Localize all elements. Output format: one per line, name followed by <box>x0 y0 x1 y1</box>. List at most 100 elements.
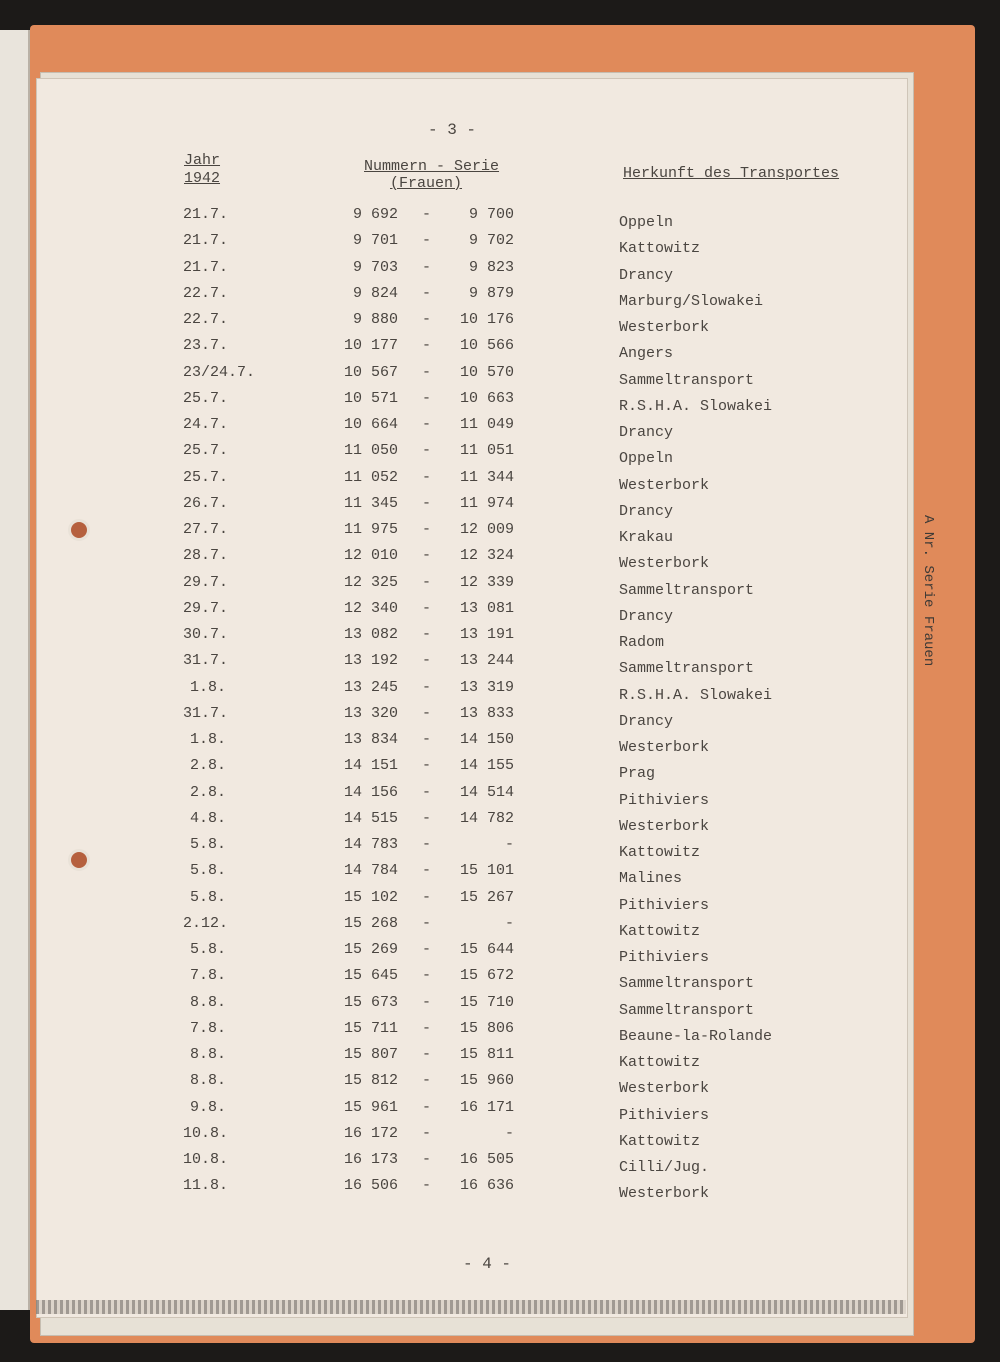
origin-cell: Westerbork <box>619 476 710 494</box>
date-cell: 24.7. <box>183 416 229 433</box>
table-row: 5.8. 15 269 - 15 644 Pithiviers <box>0 941 900 966</box>
range-dash: - <box>422 757 432 775</box>
table-row: 21.7. 9 692 - 9 700 Oppeln <box>0 206 900 231</box>
date-cell: 5.8. <box>190 836 227 853</box>
series-start-cell: 11 345 <box>343 494 398 512</box>
range-dash: - <box>422 941 432 958</box>
date-cell: 25.7. <box>183 468 229 486</box>
table-row: 8.8. 15 807 - 15 811 Kattowitz <box>0 1046 900 1071</box>
series-end-cell: 11 974 <box>459 494 514 512</box>
series-end-cell: 16 171 <box>459 1098 514 1116</box>
date-cell: 5.8. <box>190 888 227 906</box>
table-row: 25.7. 11 050 - 11 051 Oppeln <box>0 442 900 467</box>
series-start-cell: 16 172 <box>343 1124 398 1142</box>
page-bottom-edge <box>36 1300 906 1314</box>
range-dash: - <box>422 1072 432 1090</box>
date-cell: 26.7. <box>183 494 229 512</box>
date-cell: 8.8. <box>190 993 227 1011</box>
origin-cell: Westerbork <box>619 1080 710 1098</box>
date-cell: 8.8. <box>190 1046 227 1063</box>
range-dash: - <box>422 206 432 223</box>
date-cell: 23.7. <box>183 337 229 355</box>
range-dash: - <box>422 626 432 643</box>
date-cell: 31.7. <box>183 652 229 670</box>
origin-cell: Pithiviers <box>619 896 710 914</box>
table-row: 1.8. 13 834 - 14 150 Westerbork <box>0 731 900 756</box>
table-row: 10.8. 16 173 - 16 505 Cilli/Jug. <box>0 1151 900 1176</box>
range-dash: - <box>422 232 432 250</box>
series-start-cell: 14 784 <box>343 862 398 880</box>
series-end-cell: 15 267 <box>459 888 514 906</box>
date-cell: 7.8. <box>190 1019 227 1037</box>
range-dash: - <box>422 337 432 355</box>
year-value: 1942 <box>184 170 221 187</box>
origin-cell: Oppeln <box>619 214 674 231</box>
punch-hole <box>68 519 90 541</box>
range-dash: - <box>422 731 432 748</box>
date-cell: 5.8. <box>190 941 227 958</box>
series-start-cell: 9 701 <box>352 232 398 250</box>
series-end-cell: 9 700 <box>468 206 514 223</box>
origin-cell: R.S.H.A. Slowakei <box>619 397 773 415</box>
date-cell: 8.8. <box>190 1072 227 1090</box>
series-end-cell: 15 806 <box>459 1019 514 1037</box>
series-start-cell: 9 824 <box>352 284 398 302</box>
date-cell: 4.8. <box>190 809 227 827</box>
origin-cell: Westerbork <box>619 1185 710 1203</box>
range-dash: - <box>422 914 432 932</box>
date-cell: 10.8. <box>183 1124 229 1142</box>
table-row: 11.8. 16 506 - 16 636 Westerbork <box>0 1177 900 1203</box>
date-cell: 10.8. <box>183 1151 229 1168</box>
series-start-cell: 10 571 <box>343 389 398 407</box>
table-row: 9.8. 15 961 - 16 171 Pithiviers <box>0 1098 900 1124</box>
series-start-cell: 14 151 <box>343 757 398 775</box>
punch-hole <box>68 849 90 871</box>
series-start-cell: 11 052 <box>343 468 398 486</box>
series-end-cell: 9 823 <box>468 258 514 276</box>
table-row: 29.7. 12 340 - 13 081 Drancy <box>0 599 900 625</box>
table-row: 5.8. 14 783 - - Kattowitz <box>0 836 900 861</box>
range-dash: - <box>422 783 432 801</box>
series-start-cell: 14 783 <box>343 836 398 853</box>
table-row: 7.8. 15 711 - 15 806 Beaune-la-Rolande <box>0 1019 900 1045</box>
document-page <box>36 78 908 1318</box>
range-dash: - <box>422 1046 432 1063</box>
series-start-cell: 13 834 <box>343 731 398 748</box>
origin-cell: Sammeltransport <box>619 371 755 389</box>
series-start-cell: 16 173 <box>343 1151 398 1168</box>
series-end-cell: 15 101 <box>459 862 514 880</box>
date-cell: 28.7. <box>183 547 229 565</box>
date-cell: 9.8. <box>190 1098 227 1116</box>
origin-cell: Pithiviers <box>619 1106 710 1124</box>
table-row: 22.7. 9 880 - 10 176 Westerbork <box>0 311 900 336</box>
series-start-cell: 13 320 <box>343 704 398 722</box>
range-dash: - <box>422 862 432 880</box>
origin-cell: Westerbork <box>619 555 710 573</box>
origin-cell: Drancy <box>619 502 674 520</box>
origin-cell: Kattowitz <box>619 240 701 258</box>
series-start-cell: 13 245 <box>343 678 398 696</box>
range-dash: - <box>422 836 432 853</box>
series-end-cell: 9 879 <box>468 284 514 302</box>
range-dash: - <box>422 363 432 381</box>
table-row: 2.8. 14 151 - 14 155 Prag <box>0 757 900 782</box>
series-start-cell: 15 645 <box>343 967 398 985</box>
table-row: 21.7. 9 703 - 9 823 Drancy <box>0 258 900 284</box>
origin-cell: Kattowitz <box>619 1054 701 1071</box>
range-dash: - <box>422 599 432 617</box>
range-dash: - <box>422 468 432 486</box>
date-cell: 25.7. <box>183 442 229 460</box>
range-dash: - <box>422 389 432 407</box>
series-end-cell: 10 663 <box>459 389 514 407</box>
date-cell: 2.12. <box>183 914 229 932</box>
table-row: 5.8. 15 102 - 15 267 Pithiviers <box>0 888 900 914</box>
series-start-cell: 9 880 <box>352 311 398 328</box>
range-dash: - <box>422 1019 432 1037</box>
range-dash: - <box>422 258 432 276</box>
series-end-cell: 14 150 <box>459 731 514 748</box>
range-dash: - <box>422 704 432 722</box>
origin-cell: Angers <box>619 345 674 363</box>
adjacent-page-edge <box>0 30 30 1310</box>
series-end-cell: 9 702 <box>468 232 514 250</box>
series-start-cell: 13 082 <box>343 626 398 643</box>
